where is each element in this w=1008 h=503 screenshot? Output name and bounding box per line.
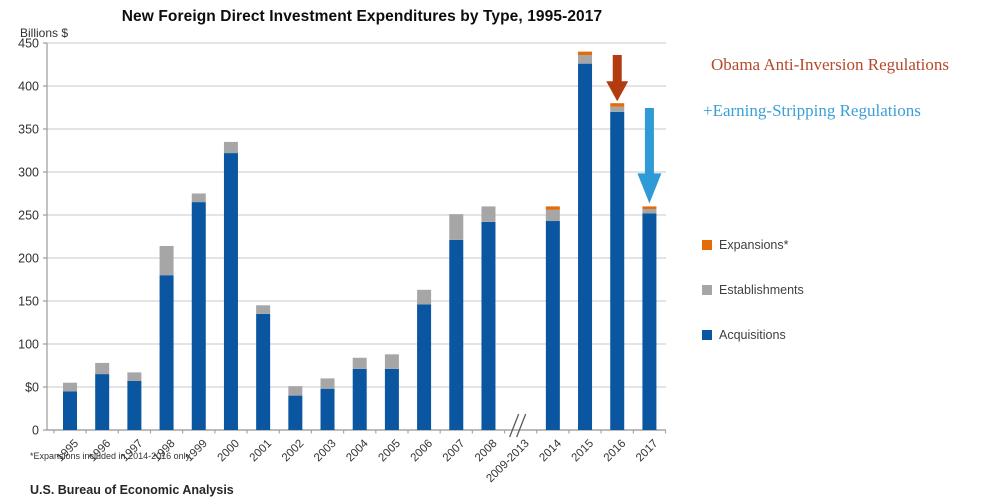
legend-item-expansions: Expansions* [702, 238, 804, 252]
chart-source: U.S. Bureau of Economic Analysis [30, 483, 234, 497]
annotation-arrows [606, 55, 662, 204]
x-axis-label-2003: 2003 [312, 438, 339, 465]
bar-segment-2000-acquisitions [223, 153, 238, 430]
bar-segment-2014-acquisitions [545, 221, 560, 430]
x-axis-label-2000: 2000 [215, 438, 242, 465]
bar-segment-2004-establishments [352, 357, 367, 369]
bar-segment-2016-expansions [610, 103, 625, 107]
bar-segment-2008-acquisitions [481, 221, 496, 430]
x-axis-label-2005: 2005 [376, 438, 403, 465]
annotation-obama-anti-inversion: Obama Anti-Inversion Regulations [711, 55, 949, 74]
bar-segment-2003-acquisitions [320, 388, 335, 430]
y-axis-label-350: 350 [18, 123, 39, 137]
arrow-down-icon-2017 [637, 108, 662, 204]
legend-item-establishments: Establishments [702, 283, 804, 297]
legend-item-acquisitions: Acquisitions [702, 328, 804, 342]
y-axis-label-300: 300 [18, 166, 39, 180]
bar-segment-2014-expansions [545, 206, 560, 210]
bars [63, 51, 657, 431]
bar-segment-2000-establishments [223, 141, 238, 154]
x-axis-label-2007: 2007 [441, 438, 468, 465]
x-axis-label-2016: 2016 [602, 438, 629, 465]
bar-segment-2005-establishments [384, 354, 399, 369]
chart-footnote: *Expansions included in 2014-2016 only. [30, 451, 192, 461]
chart-legend: Expansions* Establishments Acquisitions [702, 238, 804, 373]
bar-segment-1998-establishments [159, 245, 174, 276]
legend-swatch-icon [702, 285, 712, 295]
y-axis-label-450: 450 [18, 37, 39, 51]
y-axis-label-150: 150 [18, 295, 39, 309]
bar-segment-2002-acquisitions [288, 395, 303, 430]
bar-segment-2017-establishments [642, 208, 657, 214]
bar-segment-2017-acquisitions [642, 213, 657, 430]
chart-title: New Foreign Direct Investment Expenditur… [121, 8, 603, 25]
legend-label: Establishments [719, 283, 804, 297]
bar-segment-1999-establishments [191, 193, 206, 203]
bar-segment-1997-establishments [127, 372, 142, 381]
y-axis-label-250: 250 [18, 209, 39, 223]
bar-segment-2015-acquisitions [578, 63, 593, 430]
axis-break-slash [509, 413, 520, 438]
annotation-earning-stripping: +Earning-Stripping Regulations [703, 101, 921, 120]
bar-segment-2015-establishments [578, 55, 593, 64]
x-axis-labels: 1995 1996 1997 1998 1999 2000 2001 2002 2003 2004… [55, 437, 661, 485]
arrow-down-icon-2016 [606, 55, 629, 102]
legend-swatch-icon [702, 240, 712, 250]
bar-segment-1995-acquisitions [63, 391, 77, 430]
x-axis-label-2008: 2008 [473, 438, 500, 465]
y-axis-label-200: 200 [18, 252, 39, 266]
y-axis-label-$0: $0 [25, 381, 39, 395]
x-axis-label-2015: 2015 [570, 438, 597, 465]
bar-segment-2005-acquisitions [384, 368, 399, 430]
bar-segment-2004-acquisitions [352, 368, 367, 430]
y-axis-label-400: 400 [18, 80, 39, 94]
bar-segment-1997-acquisitions [127, 380, 142, 430]
axis-break-marks [509, 413, 527, 438]
legend-label: Acquisitions [719, 328, 786, 342]
bar-segment-1995-establishments [63, 382, 77, 392]
y-axis-unit-label: Billions $ [20, 26, 69, 40]
bar-segment-2016-acquisitions [610, 111, 625, 431]
bar-segment-2001-acquisitions [256, 313, 271, 430]
y-axis-label-100: 100 [18, 338, 39, 352]
bar-segment-2014-establishments [545, 209, 560, 222]
x-axis-label-2004: 2004 [344, 437, 371, 464]
axis-break-slash [516, 413, 527, 438]
bar-segment-2016-establishments [610, 106, 625, 112]
bar-segment-2006-acquisitions [417, 304, 432, 430]
bar-segment-1998-acquisitions [159, 275, 174, 430]
bar-segment-2017-expansions [642, 206, 657, 209]
x-axis-label-2017: 2017 [634, 438, 661, 465]
bar-segment-2002-establishments [288, 386, 303, 396]
gridlines [47, 42, 666, 388]
x-axis-label-2006: 2006 [409, 438, 436, 465]
legend-swatch-icon [702, 330, 712, 340]
bar-segment-1996-establishments [95, 362, 110, 375]
bar-segment-2008-establishments [481, 206, 496, 222]
bar-segment-2001-establishments [256, 305, 271, 314]
y-axis-labels: 0 $0 100 150 200 250 300 350 400 450 [18, 37, 39, 438]
bar-segment-2007-acquisitions [449, 239, 464, 430]
bar-segment-1996-acquisitions [95, 374, 110, 430]
x-axis-label-2014: 2014 [537, 437, 564, 464]
bar-segment-2003-establishments [320, 378, 335, 389]
legend-label: Expansions* [719, 238, 789, 252]
y-axis-label-0: 0 [32, 424, 39, 438]
x-axis-label-2002: 2002 [280, 438, 307, 465]
bar-segment-1999-acquisitions [191, 202, 206, 430]
bar-segment-2006-establishments [417, 289, 432, 305]
x-axis-label-2001: 2001 [248, 438, 275, 465]
bar-segment-2015-expansions [578, 51, 593, 56]
bar-segment-2007-establishments [449, 214, 464, 240]
